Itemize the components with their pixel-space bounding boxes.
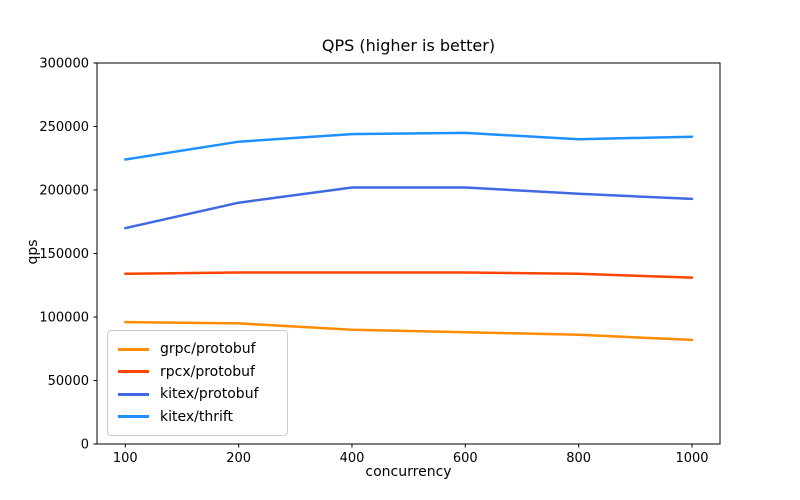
legend-label: kitex/thrift — [160, 408, 234, 425]
legend-item: kitex/protobuf — [118, 383, 277, 406]
legend-item: rpcx/protobuf — [118, 361, 277, 384]
series-line-rpcx-protobuf — [124, 271, 694, 279]
series-line-kitex-thrift — [124, 131, 694, 161]
x-tick-label: 100 — [113, 451, 138, 466]
y-tick-label: 250000 — [39, 120, 89, 135]
y-tick-label: 150000 — [39, 247, 89, 262]
series-line-kitex-protobuf — [124, 186, 694, 230]
legend-swatch — [118, 347, 149, 351]
y-tick-label: 100000 — [39, 311, 89, 326]
legend-item: kitex/thrift — [118, 406, 277, 429]
series-line-grpc-protobuf — [124, 320, 694, 342]
y-tick-label: 300000 — [39, 57, 89, 72]
x-tick-label: 200 — [226, 451, 251, 466]
x-tick-label: 600 — [453, 451, 478, 466]
y-tick-label: 200000 — [39, 184, 89, 199]
chart-title: QPS (higher is better) — [321, 36, 496, 55]
legend-swatch — [118, 415, 149, 419]
legend-swatch — [118, 392, 149, 396]
legend-label: grpc/protobuf — [160, 341, 256, 358]
legend-item: grpc/protobuf — [118, 338, 277, 361]
legend-swatch — [118, 370, 149, 374]
y-tick-label: 0 — [81, 438, 89, 453]
y-axis-label: qps — [25, 239, 41, 265]
x-tick-label: 400 — [340, 451, 365, 466]
legend-label: kitex/protobuf — [160, 386, 259, 403]
x-tick-label: 1000 — [675, 451, 708, 466]
y-tick-label: 50000 — [48, 374, 89, 389]
x-tick-label: 800 — [566, 451, 591, 466]
legend-label: rpcx/protobuf — [160, 363, 255, 380]
legend: grpc/protobuf rpcx/protobuf kitex/protobuf… — [107, 330, 288, 436]
x-axis-label: concurrency — [365, 464, 452, 480]
